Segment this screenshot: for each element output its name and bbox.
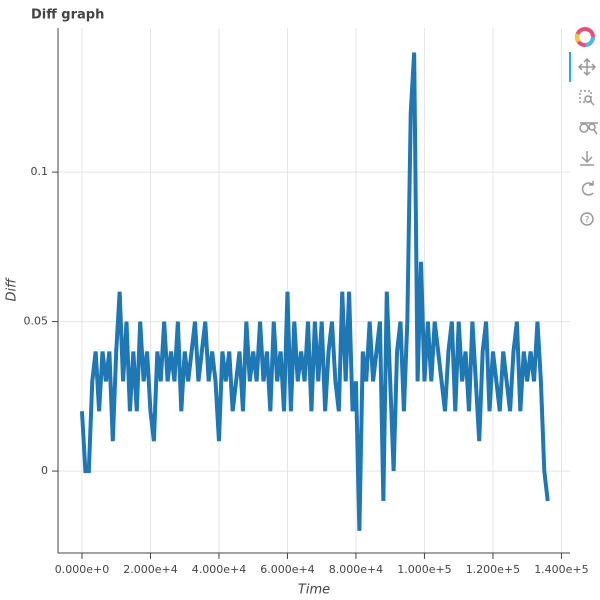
data-line — [79, 52, 550, 531]
y-tick-label: 0.1 — [31, 165, 49, 178]
x-tick-label: 2.000e+4 — [123, 563, 177, 576]
y-tick-label: 0 — [41, 464, 48, 477]
chart-title: Diff graph — [31, 8, 104, 23]
x-tick-label: 1.200e+5 — [466, 563, 520, 576]
x-tick-label: 6.000e+4 — [260, 563, 314, 576]
x-axis-label: Time — [298, 583, 330, 598]
y-tick-label: 0.05 — [24, 315, 49, 328]
x-tick-label: 4.000e+4 — [192, 563, 246, 576]
x-tick-label: 1.000e+5 — [397, 563, 451, 576]
wheel-zoom-tool[interactable] — [579, 122, 598, 135]
y-axis-label: Diff — [5, 277, 20, 302]
toolbar: ? — [569, 27, 598, 226]
save-tool[interactable] — [580, 151, 594, 166]
help-tool[interactable]: ? — [580, 212, 594, 226]
pan-tool[interactable] — [577, 57, 597, 77]
active-indicator — [569, 52, 571, 82]
bokeh-logo — [575, 27, 595, 47]
x-tick-label: 1.400e+5 — [534, 563, 588, 576]
x-tick-label: 8.000e+4 — [329, 563, 383, 576]
x-tick-label: 0.000e+0 — [55, 563, 109, 576]
svg-text:?: ? — [585, 216, 590, 226]
reset-tool[interactable] — [581, 181, 594, 196]
box-zoom-tool[interactable] — [579, 90, 595, 106]
